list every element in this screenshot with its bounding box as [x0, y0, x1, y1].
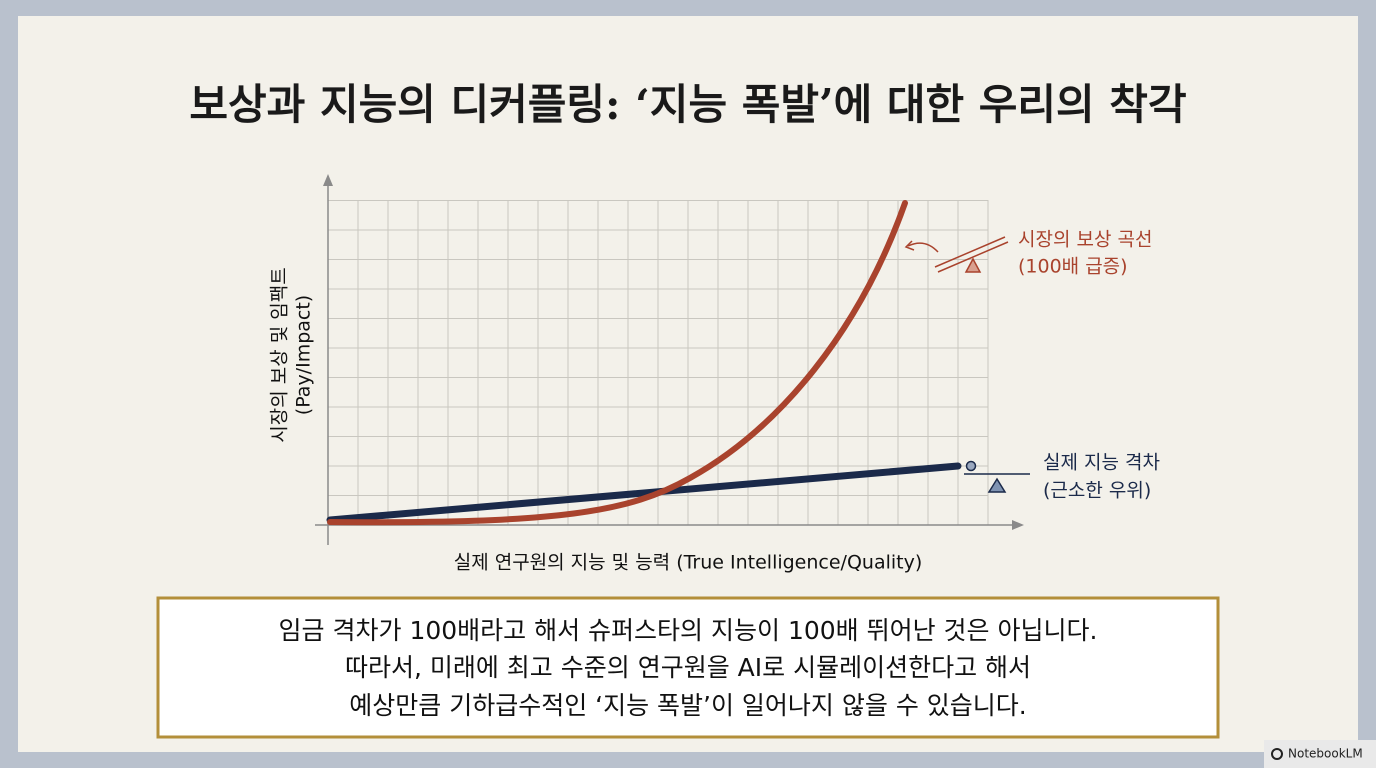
- y-axis-label-line: 시장의 보상 및 임팩트: [269, 267, 291, 442]
- callout-line: 따라서, 미래에 최고 수준의 연구원을 AI로 시뮬레이션한다고 해서: [345, 653, 1031, 682]
- x-axis-label: 실제 연구원의 지능 및 능력 (True Intelligence/Quali…: [454, 552, 923, 574]
- callout-line: 예상만큼 기하급수적인 ‘지능 폭발’이 일어나지 않을 수 있습니다.: [349, 691, 1026, 720]
- gap-seesaw-icon: [964, 460, 1030, 493]
- y-axis-label-line: (Pay/Impact): [293, 295, 315, 415]
- y-axis-label: 시장의 보상 및 임팩트 (Pay/Impact): [269, 267, 315, 442]
- intelligence-line: [326, 462, 962, 524]
- callout-box: [156, 596, 1220, 739]
- pay-curve: [327, 200, 908, 526]
- seesaw-pivot: [964, 257, 982, 273]
- watermark: NotebookLM: [1288, 747, 1363, 761]
- curved-arrow: [907, 242, 939, 253]
- arrow-head: [904, 240, 915, 251]
- y-arrow: [323, 174, 333, 186]
- slide-title: 보상과 지능의 디커플링: ‘지능 폭발’에 대한 우리의 착각: [189, 80, 1186, 129]
- annotation-line: 실제 지능 격차: [1043, 452, 1160, 474]
- axes: [315, 174, 1024, 545]
- watermark-icon: [1271, 748, 1283, 760]
- pay-seesaw-icon: [904, 236, 1009, 273]
- callout-line: 임금 격차가 100배라고 해서 슈퍼스타의 지능이 100배 뛰어난 것은 아…: [279, 616, 1098, 645]
- annotation-line: 시장의 보상 곡선: [1018, 229, 1152, 251]
- x-arrow: [1012, 520, 1024, 530]
- annotation-line: (100배 급증): [1018, 256, 1128, 278]
- seesaw-beam: [934, 236, 1009, 273]
- seesaw-weight: [965, 460, 977, 472]
- annotation-line: (근소한 우위): [1043, 480, 1151, 502]
- seesaw-pivot: [987, 477, 1007, 493]
